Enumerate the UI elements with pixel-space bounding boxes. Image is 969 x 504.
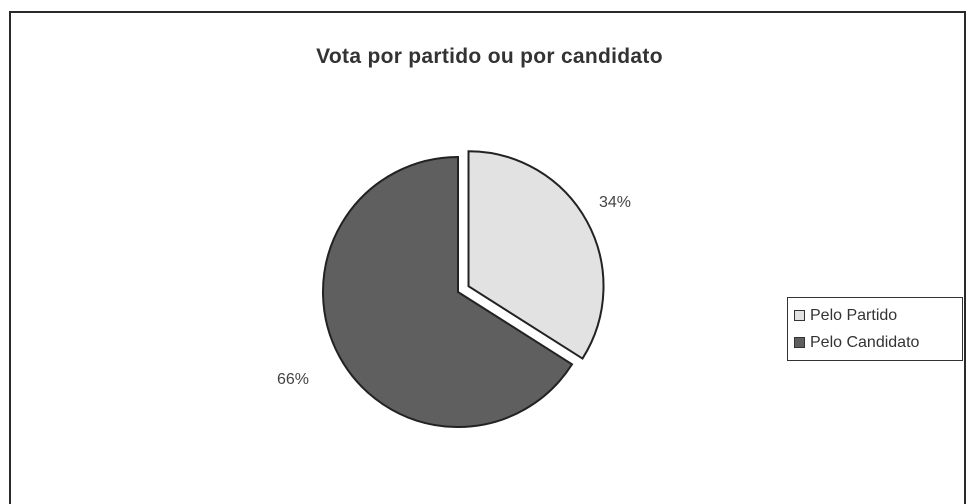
pie-slice-partido — [467, 150, 605, 360]
legend-item-candidato: Pelo Candidato — [794, 329, 962, 356]
chart-title: Vota por partido ou por candidato — [316, 45, 663, 68]
pie-slice-candidato — [322, 155, 574, 428]
legend-label-partido: Pelo Partido — [810, 306, 898, 324]
legend-label-candidato: Pelo Candidato — [810, 333, 920, 351]
data-label-partido: 34% — [599, 194, 631, 211]
legend-swatch-candidato — [794, 337, 805, 348]
legend-swatch-partido — [794, 310, 805, 321]
legend-item-partido: Pelo Partido — [794, 302, 962, 329]
data-label-candidato: 66% — [277, 371, 309, 388]
legend: Pelo Partido Pelo Candidato — [787, 297, 963, 361]
